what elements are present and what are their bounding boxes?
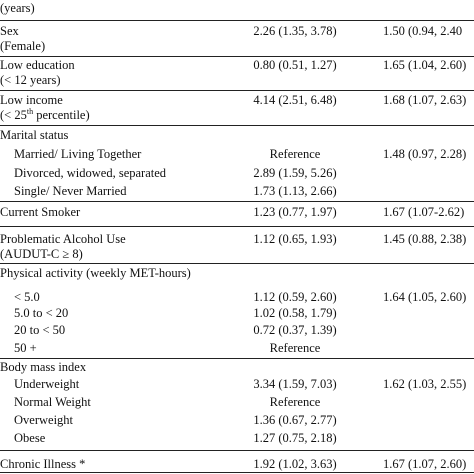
estimate-col-1: 1.27 (0.75, 2.18) <box>253 431 337 445</box>
row-label: Problematic Alcohol Use <box>0 232 126 246</box>
row-label: Physical activity (weekly MET-hours) <box>0 266 191 280</box>
row-label: (< 25th percentile) <box>0 107 90 123</box>
estimate-col-1: Reference <box>269 147 321 161</box>
estimate-col-2: 1.62 (1.03, 2.55) <box>383 377 467 391</box>
row-label: Chronic Illness * <box>0 457 86 471</box>
estimate-col-1: 0.80 (0.51, 1.27) <box>253 58 337 72</box>
row-label: Normal Weight <box>14 395 91 409</box>
row-label: Overweight <box>14 413 74 427</box>
estimate-col-2: 1.48 (0.97, 2.28) <box>383 147 467 161</box>
estimate-col-1: 1.12 (0.65, 1.93) <box>253 232 337 246</box>
row-rule <box>0 90 474 91</box>
row-label: Low education <box>0 58 75 72</box>
label-part: percentile) <box>33 108 90 122</box>
row-rule <box>0 472 474 473</box>
row-label: Obese <box>14 431 46 445</box>
row-label: (Female) <box>0 39 46 53</box>
label-part: th <box>26 107 34 116</box>
row-rule <box>0 263 474 264</box>
estimate-col-1: 1.02 (0.58, 1.79) <box>253 306 337 320</box>
row-label: 5.0 to < 20 <box>14 306 69 320</box>
row-label: (< 12 years) <box>0 73 61 87</box>
row-rule <box>0 201 474 202</box>
row-label: Single/ Never Married <box>14 184 127 198</box>
row-label: (years) <box>0 1 35 15</box>
estimate-col-1: 1.12 (0.59, 2.60) <box>253 290 337 304</box>
row-label: Underweight <box>14 377 80 391</box>
row-label: 50 + <box>14 341 37 355</box>
row-label: (AUDUT-C ≥ 8) <box>0 247 83 261</box>
estimate-col-2: 1.64 (1.05, 2.60) <box>383 290 467 304</box>
row-label: Body mass index <box>0 360 87 374</box>
estimate-col-1: 1.73 (1.13, 2.66) <box>253 184 337 198</box>
estimate-col-1: 2.26 (1.35, 3.78) <box>253 24 337 38</box>
estimate-col-1: 0.72 (0.37, 1.39) <box>253 323 337 337</box>
row-label: Sex <box>0 24 19 38</box>
row-rule <box>0 358 474 359</box>
row-rule <box>0 20 474 21</box>
row-label: Divorced, widowed, separated <box>14 166 167 180</box>
row-rule <box>0 125 474 126</box>
label-part: (< 25 <box>0 108 27 122</box>
row-label: Low income <box>0 93 63 107</box>
row-label: < 5.0 <box>14 290 40 304</box>
estimate-col-1: 1.36 (0.67, 2.77) <box>253 413 337 427</box>
row-rule <box>0 226 474 227</box>
estimate-col-2: 1.65 (1.04, 2.60) <box>383 58 467 72</box>
row-label: Current Smoker <box>0 205 81 219</box>
estimate-col-2: 1.50 (0.94, 2.40 <box>383 24 463 38</box>
estimate-col-1: Reference <box>269 341 321 355</box>
estimate-col-1: 3.34 (1.59, 7.03) <box>253 377 337 391</box>
estimate-col-1: 1.92 (1.02, 3.63) <box>253 457 337 471</box>
estimate-col-1: 1.23 (0.77, 1.97) <box>253 205 337 219</box>
estimate-col-1: 4.14 (2.51, 6.48) <box>253 93 337 107</box>
estimate-col-1: Reference <box>269 395 321 409</box>
estimate-col-1: 2.89 (1.59, 5.26) <box>253 166 337 180</box>
row-rule <box>0 450 474 451</box>
estimate-col-2: 1.68 (1.07, 2.63) <box>383 93 467 107</box>
estimate-col-2: 1.67 (1.07-2.62) <box>383 205 465 219</box>
row-label: Married/ Living Together <box>14 147 142 161</box>
row-label: 20 to < 50 <box>14 323 66 337</box>
row-label: Marital status <box>0 128 69 142</box>
estimate-col-2: 1.45 (0.88, 2.38) <box>383 232 467 246</box>
estimate-col-2: 1.67 (1.07, 2.60) <box>383 457 467 471</box>
row-rule <box>0 56 474 57</box>
